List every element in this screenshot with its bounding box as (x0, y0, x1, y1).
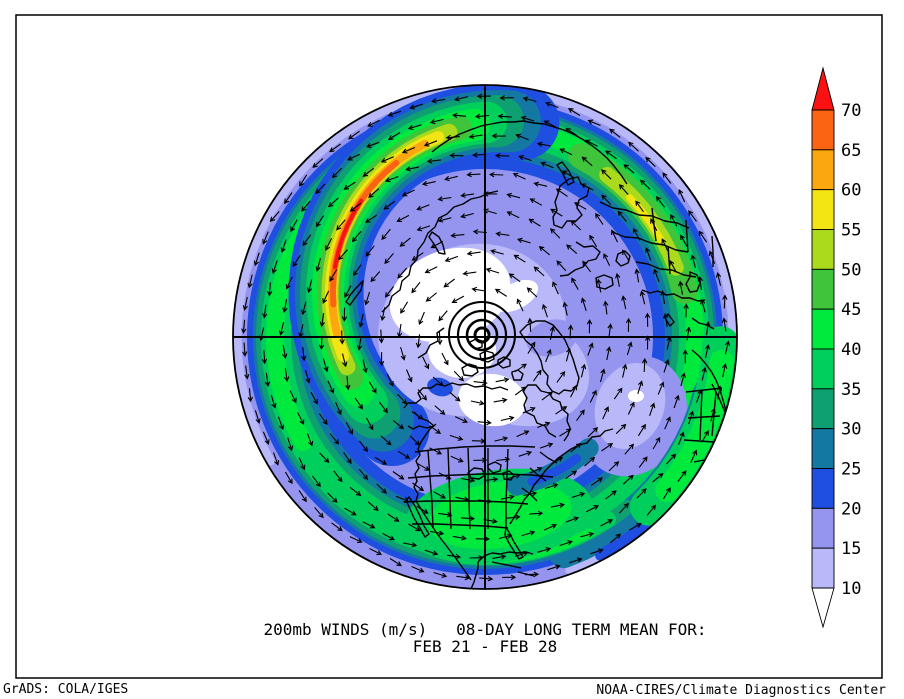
colorbar-tick-label: 50 (841, 260, 861, 280)
vortex-ring (456, 309, 508, 361)
grads-credit-text: GrADS: COLA/IGES (3, 682, 129, 697)
vortex-ring (465, 318, 499, 352)
colorbar-segment (811, 268, 835, 310)
wind-arrows (241, 93, 731, 582)
coastline (504, 526, 524, 560)
coastline (578, 428, 614, 446)
colorbar-segment (811, 388, 835, 430)
plot-title-line1: 200mb WINDS (m/s) 08-DAY LONG TERM MEAN … (263, 620, 707, 639)
colorbar-tick-label: 25 (841, 460, 861, 480)
contour-band (626, 193, 665, 244)
contour-patch (628, 390, 644, 402)
colorbar-tick-label: 65 (841, 141, 861, 161)
colorbar-tick-label: 55 (841, 221, 861, 241)
coastline (641, 289, 706, 302)
coastline (685, 271, 701, 293)
coastline (683, 439, 715, 443)
colorbar-tick-label: 70 (841, 101, 861, 121)
coastline (711, 383, 726, 413)
contour-patch (594, 363, 666, 449)
contour-patch (389, 247, 511, 343)
colorbar-tick-label: 10 (841, 579, 861, 599)
colorbar-segment (811, 229, 835, 270)
coastline (407, 473, 554, 479)
colorbar-tick-label: 60 (841, 181, 861, 201)
coastline (552, 176, 590, 229)
colorbar: 70 65 60 55 50 45 40 35 30 25 20 15 10 (811, 66, 861, 629)
coastline (529, 467, 547, 482)
meridian-crosshair (233, 85, 737, 589)
coastline (405, 496, 430, 538)
coastline (595, 274, 614, 290)
coastline (522, 384, 571, 442)
coastline (711, 235, 714, 267)
coastline (381, 190, 499, 313)
coastline (413, 423, 472, 581)
colorbar-tick-label: 35 (841, 380, 861, 400)
coastline (687, 415, 721, 419)
coastline (685, 387, 723, 393)
colorbar-segment (811, 428, 835, 469)
map-boundary-circle (232, 84, 738, 590)
coastline (699, 389, 703, 441)
coastline (414, 445, 536, 453)
coastline (685, 219, 689, 253)
colorbar-tick-label: 30 (841, 420, 861, 440)
coastline (539, 451, 558, 464)
coastline (691, 317, 715, 330)
vortex-ring (473, 326, 491, 344)
colorbar-tick-label: 20 (841, 499, 861, 519)
coastline (461, 363, 479, 377)
coastline (711, 391, 717, 437)
coastline (417, 327, 445, 359)
coastline (691, 349, 729, 423)
colorbar-over-arrow (811, 66, 835, 111)
coastline (519, 320, 580, 395)
coastline (611, 231, 689, 253)
contour-band (333, 198, 364, 270)
noaa-credit-text: NOAA-CIRES/Climate Diagnostics Center (596, 683, 886, 698)
colorbar-segment (811, 189, 835, 230)
coastline (509, 444, 580, 525)
colorbar-tick-label: 40 (841, 340, 861, 360)
wind-arrow-layer (241, 93, 731, 582)
colorbar-segment (811, 348, 835, 390)
coastline (470, 562, 479, 589)
contour-patch (427, 377, 453, 397)
colorbar-segment (811, 308, 835, 350)
colorbar-tick-label: 45 (841, 300, 861, 320)
coastline (467, 447, 471, 530)
coastline (505, 448, 509, 529)
coastline (428, 231, 446, 255)
coastline (667, 245, 671, 275)
vortex-rings (448, 301, 516, 369)
coastline (403, 382, 509, 409)
plot-title-line2: FEB 21 - FEB 28 (412, 637, 558, 656)
plot-frame (15, 14, 883, 679)
colorbar-segment (811, 547, 835, 589)
coastline (635, 261, 697, 278)
coastline (412, 523, 509, 529)
colorbar-segment (811, 468, 835, 509)
colorbar-segment (811, 507, 835, 549)
coastline (491, 561, 522, 569)
coastline (556, 161, 575, 186)
colorbar-tick-label: 15 (841, 539, 861, 559)
contour-patch (428, 480, 572, 550)
coastline (615, 250, 631, 267)
colorbar-segment (811, 109, 835, 151)
colorbar-segment (811, 149, 835, 191)
coastline (559, 241, 601, 277)
coastline (345, 280, 364, 306)
coastline (431, 120, 628, 185)
coastline (517, 571, 535, 577)
coastline (427, 450, 434, 529)
colorbar-under-arrow (811, 587, 835, 629)
vortex-ring (448, 301, 516, 369)
